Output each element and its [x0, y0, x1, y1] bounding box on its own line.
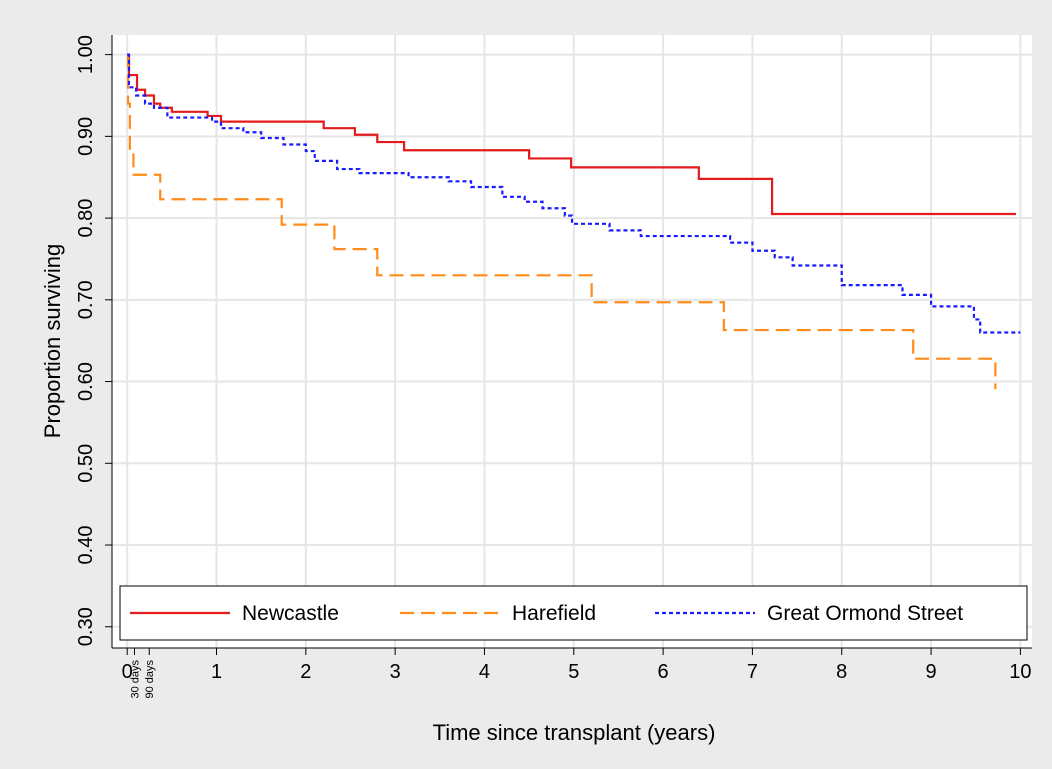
- x-tick-label: 1: [211, 661, 222, 683]
- x-tick-label: 30 days: [130, 660, 142, 699]
- x-tick-label: 2: [300, 661, 311, 683]
- survival-line: [126, 53, 997, 390]
- y-tick-label: 0.40: [75, 526, 97, 565]
- y-tick-label: 0.80: [75, 199, 97, 238]
- y-tick-label: 1.00: [75, 35, 97, 74]
- legend-label: Newcastle: [242, 602, 339, 625]
- legend: Newcastle Harefield Great Ormond Street: [119, 585, 1028, 641]
- survival-line: [127, 53, 1021, 334]
- x-tick-label: 7: [747, 661, 758, 683]
- x-tick-label: 6: [658, 661, 669, 683]
- y-tick-label: 0.50: [75, 444, 97, 483]
- x-tick-label: 4: [479, 661, 490, 683]
- x-tick-label: 8: [836, 661, 847, 683]
- survival-line: [127, 53, 1016, 216]
- legend-box: [119, 585, 1028, 641]
- x-tick-label: 90 days: [144, 660, 156, 699]
- x-tick-label: 10: [1009, 661, 1031, 683]
- x-tick-label: 3: [390, 661, 401, 683]
- x-axis-label: Time since transplant (years): [433, 720, 716, 745]
- plot-area: [112, 35, 1032, 648]
- legend-label: Harefield: [512, 602, 596, 625]
- legend-label: Great Ormond Street: [767, 602, 963, 625]
- y-tick-label: 0.90: [75, 117, 97, 156]
- y-tick-label: 0.30: [75, 607, 97, 646]
- y-tick-label: 0.70: [75, 280, 97, 319]
- x-tick-label: 9: [926, 661, 937, 683]
- y-axis-label: Proportion surviving: [40, 244, 65, 438]
- y-tick-label: 0.60: [75, 362, 97, 401]
- x-tick-label: 5: [568, 661, 579, 683]
- x-tick-label: 0: [122, 661, 133, 683]
